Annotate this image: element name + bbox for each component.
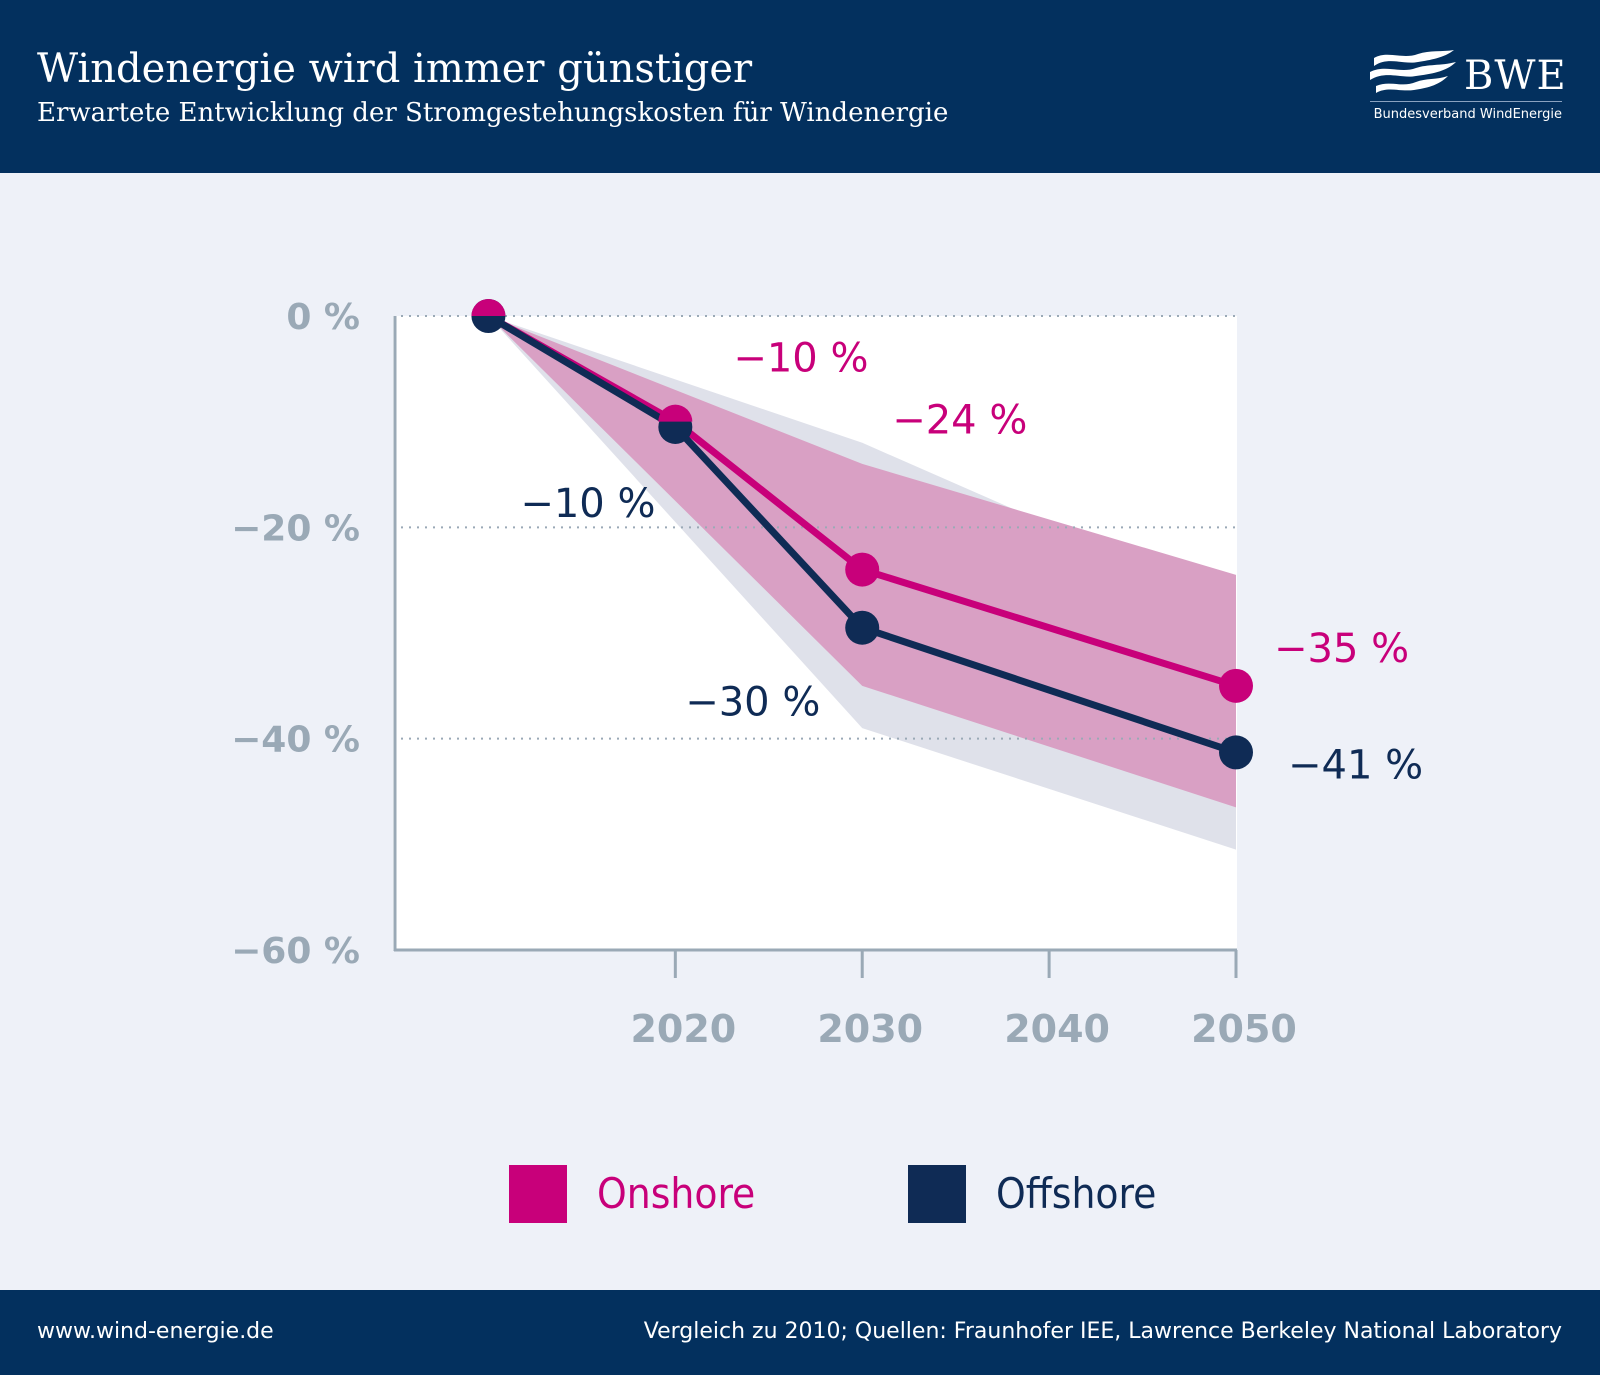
offshore-label-2020: −10 % <box>520 481 655 527</box>
logo-divider <box>1370 101 1562 102</box>
legend-swatch-onshore <box>509 1165 567 1223</box>
onshore-point-2050 <box>1219 668 1253 703</box>
onshore-point-2020 <box>658 404 693 422</box>
logo-subtext: Bundesverband WindEnergie <box>1373 107 1562 122</box>
legend-label-onshore: Onshore <box>597 1169 756 1218</box>
y-tick-label-minus-60: −60 % <box>231 931 360 972</box>
x-tick-label-2040: 2040 <box>1004 1007 1110 1051</box>
wind-logo-icon <box>1370 50 1456 93</box>
header-banner: Windenergie wird immer günstiger Erwarte… <box>0 0 1600 173</box>
x-tick-label-2050: 2050 <box>1191 1007 1297 1051</box>
onshore-label-2020: −10 % <box>733 336 868 382</box>
offshore-point-2050 <box>1219 735 1253 770</box>
onshore-label-2050: −35 % <box>1274 626 1409 672</box>
y-tick-label-minus-20: −20 % <box>231 508 360 549</box>
legend-label-offshore: Offshore <box>996 1169 1157 1218</box>
footer-banner: www.wind-energie.de Vergleich zu 2010; Q… <box>0 1290 1600 1375</box>
logo-text: BWE <box>1464 53 1567 99</box>
page-title: Windenergie wird immer günstiger <box>37 46 753 92</box>
page-subtitle: Erwartete Entwicklung der Stromgestehung… <box>37 98 949 128</box>
website-link[interactable]: www.wind-energie.de <box>37 1319 274 1344</box>
offshore-label-2050: −41 % <box>1288 742 1423 788</box>
y-tick-label-minus-40: −40 % <box>231 720 360 761</box>
source-note: Vergleich zu 2010; Quellen: Fraunhofer I… <box>643 1319 1562 1344</box>
offshore-line <box>486 312 1238 756</box>
cost-chart: 0 % −20 % −40 % −60 % 2020 2030 2040 205… <box>231 297 1423 1051</box>
offshore-point-2030 <box>845 610 880 645</box>
offshore-label-2030: −30 % <box>685 680 820 726</box>
onshore-label-2030: −24 % <box>892 398 1027 444</box>
onshore-point-2010 <box>471 299 506 316</box>
y-tick-label-0: 0 % <box>286 297 360 338</box>
bwe-logo[interactable]: BWE Bundesverband WindEnergie <box>1368 48 1568 128</box>
onshore-point-2030 <box>845 552 880 587</box>
x-tick-label-2030: 2030 <box>817 1007 923 1051</box>
legend-swatch-offshore <box>908 1165 966 1223</box>
x-tick-label-2020: 2020 <box>630 1007 736 1051</box>
